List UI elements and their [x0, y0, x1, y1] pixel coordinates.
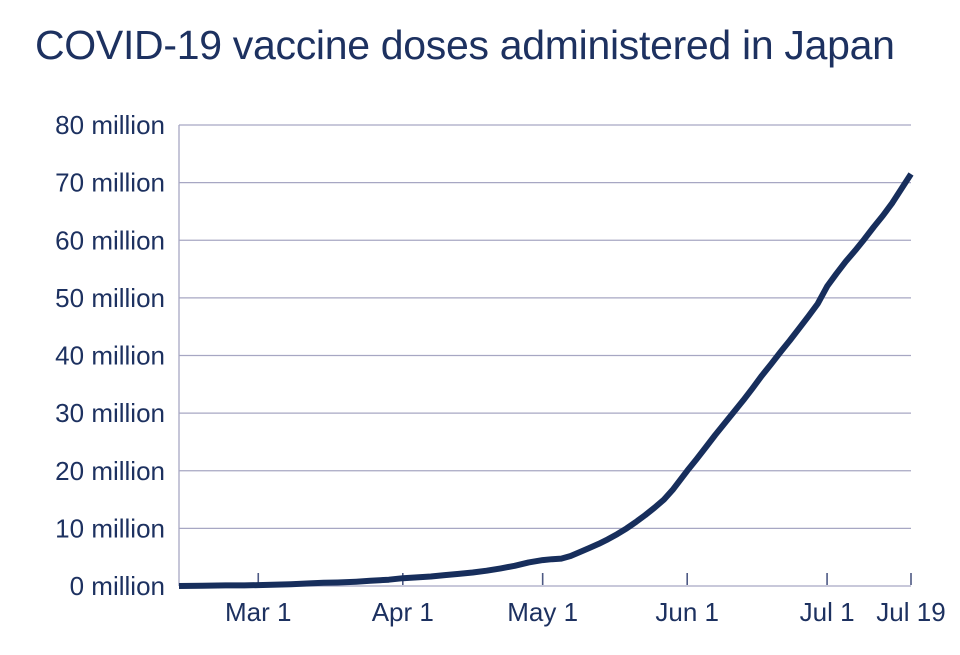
y-axis-label: 20 million: [55, 456, 165, 486]
x-axis-label: May 1: [507, 597, 578, 627]
y-axis-label: 60 million: [55, 225, 165, 255]
x-axis-label: Jul 19: [876, 597, 945, 627]
data-line-japan-doses: [178, 172, 914, 589]
x-axis-label: Jun 1: [655, 597, 719, 627]
y-axis-label: 50 million: [55, 283, 165, 313]
y-axis-label: 70 million: [55, 168, 165, 198]
y-axis-label: 40 million: [55, 341, 165, 371]
x-axis-label: Mar 1: [225, 597, 291, 627]
y-axis-label: 0 million: [70, 571, 165, 601]
y-axis-label: 10 million: [55, 513, 165, 543]
x-axis-label: Apr 1: [372, 597, 434, 627]
x-axis-label: Jul 1: [800, 597, 855, 627]
y-axis-label: 30 million: [55, 398, 165, 428]
y-axis-label: 80 million: [55, 110, 165, 140]
chart-title: COVID-19 vaccine doses administered in J…: [35, 22, 895, 68]
